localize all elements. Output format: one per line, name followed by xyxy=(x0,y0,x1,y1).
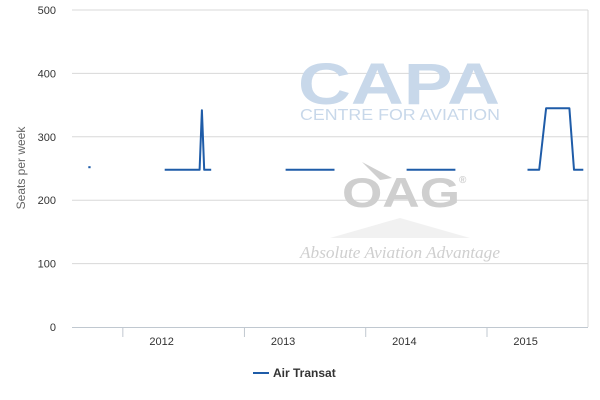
x-tick-label-2015: 2015 xyxy=(513,336,537,348)
capa-subtitle-watermark: CENTRE FOR AVIATION xyxy=(300,107,500,124)
capa-logo-watermark: CAPA xyxy=(298,52,500,117)
x-tick-label-2014: 2014 xyxy=(392,336,416,348)
oag-registered-mark: ® xyxy=(459,175,467,186)
x-tick-label-2012: 2012 xyxy=(149,336,173,348)
oag-tagline-watermark: Absolute Aviation Advantage xyxy=(299,243,500,262)
y-axis-title: Seats per week xyxy=(14,126,28,210)
oag-logo-watermark: OAG xyxy=(342,169,460,216)
oag-reflection-shape xyxy=(330,218,470,238)
oag-swoosh-icon xyxy=(362,162,392,180)
watermark: CAPA CENTRE FOR AVIATION OAG ® Absolute … xyxy=(298,52,500,262)
y-tick-label-300: 300 xyxy=(38,132,56,144)
y-tick-label-400: 400 xyxy=(38,68,56,80)
x-axis: 2012 2013 2014 2015 xyxy=(72,327,588,348)
series-air-transat xyxy=(88,107,584,171)
y-tick-label-200: 200 xyxy=(38,195,56,207)
y-axis-ticks: 0 100 200 300 400 500 xyxy=(38,5,56,334)
legend: Air Transat xyxy=(253,366,336,380)
series-line-air-transat-segment-4 xyxy=(527,107,584,171)
series-line-air-transat-segment-1 xyxy=(164,109,212,171)
y-tick-label-100: 100 xyxy=(38,259,56,271)
x-tick-label-2013: 2013 xyxy=(271,336,295,348)
y-tick-label-500: 500 xyxy=(38,5,56,17)
legend-label-air-transat: Air Transat xyxy=(273,366,336,380)
grid-lines xyxy=(72,9,589,327)
y-tick-label-0: 0 xyxy=(50,322,56,334)
